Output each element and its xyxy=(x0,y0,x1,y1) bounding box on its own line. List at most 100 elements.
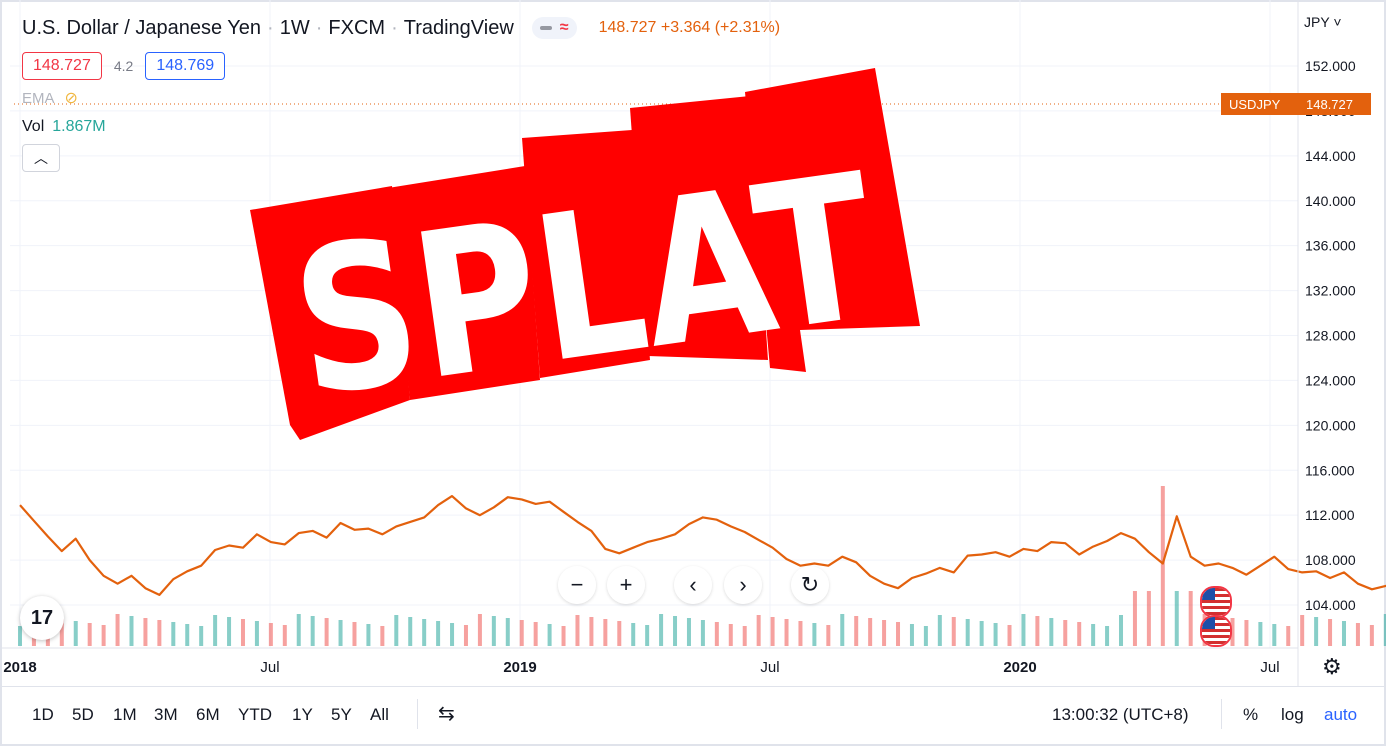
volume-bar xyxy=(1035,616,1040,646)
volume-bar xyxy=(491,616,496,646)
volume-bar xyxy=(1383,614,1386,646)
volume-bar xyxy=(951,617,956,646)
volume-bar xyxy=(659,614,664,646)
volume-bar xyxy=(1314,617,1319,646)
auto-scale-button[interactable]: auto xyxy=(1324,705,1358,724)
range-1m-button[interactable]: 1M xyxy=(113,705,137,724)
volume-bar xyxy=(505,618,510,646)
volume-bar xyxy=(770,617,775,646)
volume-bar xyxy=(561,626,566,646)
volume-bar xyxy=(157,620,162,646)
chevron-down-icon: ˅ xyxy=(1333,14,1342,30)
volume-bar xyxy=(1258,622,1263,646)
volume-bar xyxy=(477,614,482,646)
volume-bar xyxy=(101,625,106,646)
reset-chart-button[interactable]: ↻ xyxy=(791,566,829,604)
range-all-button[interactable]: All xyxy=(370,705,389,724)
volume-bar xyxy=(896,622,901,646)
zoom-out-button[interactable]: − xyxy=(558,566,596,604)
range-1y-button[interactable]: 1Y xyxy=(292,705,313,724)
volume-bar xyxy=(227,617,232,646)
volume-bar xyxy=(979,621,984,646)
range-ytd-button[interactable]: YTD xyxy=(238,705,272,724)
last-price-label: USDJPY 148.727 xyxy=(1221,93,1371,115)
volume-bar xyxy=(631,623,636,646)
volume-bar xyxy=(408,617,413,646)
tradingview-logo-text: 17 xyxy=(30,606,54,629)
volume-indicator-row[interactable]: Vol 1.867M xyxy=(22,118,780,136)
ema-indicator-row[interactable]: EMA ⊘ xyxy=(22,88,780,108)
volume-bar xyxy=(826,625,831,646)
range-5d-button[interactable]: 5D xyxy=(72,705,94,724)
volume-bar xyxy=(533,622,538,646)
splat-stamp-text: SPLAT xyxy=(281,131,888,442)
vol-value: 1.867M xyxy=(52,118,106,135)
x-tick-label: 2018 xyxy=(3,659,36,676)
y-tick-label: 140.000 xyxy=(1305,193,1356,209)
volume-bar xyxy=(854,616,859,646)
collapse-legend-button[interactable]: ︿ xyxy=(22,144,60,172)
volume-bar xyxy=(547,624,552,646)
volume-bar xyxy=(87,623,92,646)
platform-label: TradingView xyxy=(403,16,514,39)
chevron-right-icon: › xyxy=(739,572,747,597)
volume-bar xyxy=(73,621,78,646)
volume-bar xyxy=(422,619,427,646)
date-range-icon[interactable]: ⇆ xyxy=(438,703,455,725)
volume-bar xyxy=(213,615,218,646)
volume-bar xyxy=(240,619,245,646)
volume-bar xyxy=(1132,591,1137,646)
scroll-left-button[interactable]: ‹ xyxy=(674,566,712,604)
usdjpy-price-line xyxy=(19,495,1386,596)
volume-bar xyxy=(352,622,357,646)
exchange-label: FXCM xyxy=(328,16,386,39)
x-tick-label: Jul xyxy=(760,659,779,676)
volume-bar xyxy=(909,624,914,646)
legend-toggle-button[interactable]: ≈ xyxy=(531,17,577,39)
volume-bar xyxy=(1063,620,1068,646)
interval-label[interactable]: 1W xyxy=(279,16,310,39)
volume-bar xyxy=(575,615,580,646)
tradingview-logo[interactable]: 17 xyxy=(20,596,64,640)
volume-bar xyxy=(1355,623,1360,646)
y-tick-label: 132.000 xyxy=(1305,283,1356,299)
volume-bar xyxy=(756,615,761,646)
clock-timezone[interactable]: 13:00:32 (UTC+8) xyxy=(1052,705,1189,724)
last-price-value: 148.727 xyxy=(1306,97,1353,112)
volume-bar xyxy=(171,622,176,646)
x-tick-label: Jul xyxy=(260,659,279,676)
last-price: 148.727 xyxy=(598,19,657,36)
us-event-flag-icon[interactable] xyxy=(1200,615,1232,647)
us-event-flag-icon[interactable] xyxy=(1200,586,1232,618)
spread-value: 4.2 xyxy=(113,58,134,74)
volume-bar xyxy=(686,618,691,646)
volume-bar xyxy=(742,626,747,646)
range-3m-button[interactable]: 3M xyxy=(154,705,178,724)
volume-bar xyxy=(324,618,329,646)
volume-bar xyxy=(1244,620,1249,646)
zoom-in-button[interactable]: + xyxy=(607,566,645,604)
log-scale-button[interactable]: log xyxy=(1281,705,1304,724)
chevron-left-icon: ‹ xyxy=(689,572,697,597)
sell-price-button[interactable]: 148.727 xyxy=(22,52,102,80)
volume-bar xyxy=(1146,591,1151,646)
volume-bar xyxy=(840,614,845,646)
volume-bar xyxy=(882,620,887,646)
gear-icon[interactable]: ⚙ xyxy=(1322,654,1342,679)
range-1d-button[interactable]: 1D xyxy=(32,705,54,724)
range-5y-button[interactable]: 5Y xyxy=(331,705,352,724)
y-tick-label: 128.000 xyxy=(1305,328,1356,344)
range-6m-button[interactable]: 6M xyxy=(196,705,220,724)
symbol-title-row[interactable]: U.S. Dollar / Japanese Yen · 1W · FXCM ·… xyxy=(22,16,781,39)
scroll-right-button[interactable]: › xyxy=(724,566,762,604)
buy-price-button[interactable]: 148.769 xyxy=(145,52,226,80)
symbol-title[interactable]: U.S. Dollar / Japanese Yen xyxy=(22,16,262,39)
volume-bar xyxy=(1160,486,1165,646)
volume-bar xyxy=(812,623,817,646)
currency-dropdown[interactable]: JPY ˅ xyxy=(1304,14,1342,30)
y-tick-label: 104.000 xyxy=(1305,597,1356,613)
percent-scale-button[interactable]: % xyxy=(1243,705,1259,724)
hidden-eye-icon[interactable]: ⊘ xyxy=(64,90,78,107)
y-tick-label: 120.000 xyxy=(1305,417,1356,433)
